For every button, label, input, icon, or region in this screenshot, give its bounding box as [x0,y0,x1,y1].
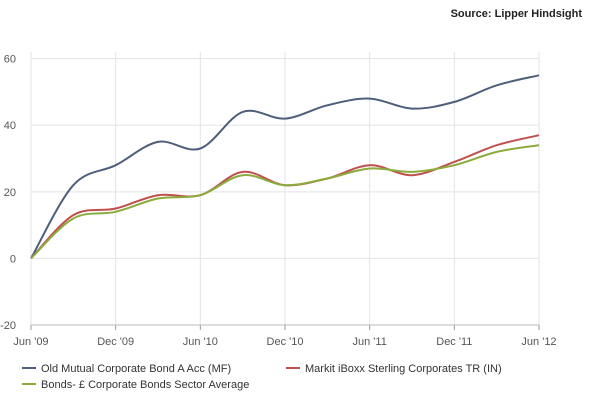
x-tick-label: Jun '11 [353,336,387,348]
series-line-3 [30,144,540,260]
x-tick-label: Dec '11 [436,336,472,348]
x-tick-label: Jun '09 [13,336,48,348]
y-tick-label: 60 [4,54,16,66]
legend: Old Mutual Corporate Bond A Acc (MF) Mark… [22,363,502,391]
y-tick-label: 0 [10,253,16,265]
x-tick-label: Jun '10 [183,336,218,348]
y-tick-label: 20 [4,187,16,199]
legend-label-2: Markit iBoxx Sterling Corporates TR (IN) [305,363,502,375]
series-line-1 [30,74,540,259]
y-tick-label: 40 [4,120,16,132]
axis-layer: -20 0 20 40 60 Jun '09 Dec '09 Jun '10 Dec '10 Ju… [0,54,556,348]
legend-label-1: Old Mutual Corporate Bond A Acc (MF) [41,363,231,375]
x-tick-label: Dec '10 [267,336,304,348]
source-note: Source: Lipper Hindsight [450,8,582,20]
series-layer [30,74,540,260]
x-tick-label: Dec '09 [97,336,134,348]
grid-layer [30,52,540,326]
y-tick-label: -20 [0,320,16,332]
legend-label-3: Bonds- £ Corporate Bonds Sector Average [41,379,249,391]
x-tick-label: Jun '12 [521,336,556,348]
